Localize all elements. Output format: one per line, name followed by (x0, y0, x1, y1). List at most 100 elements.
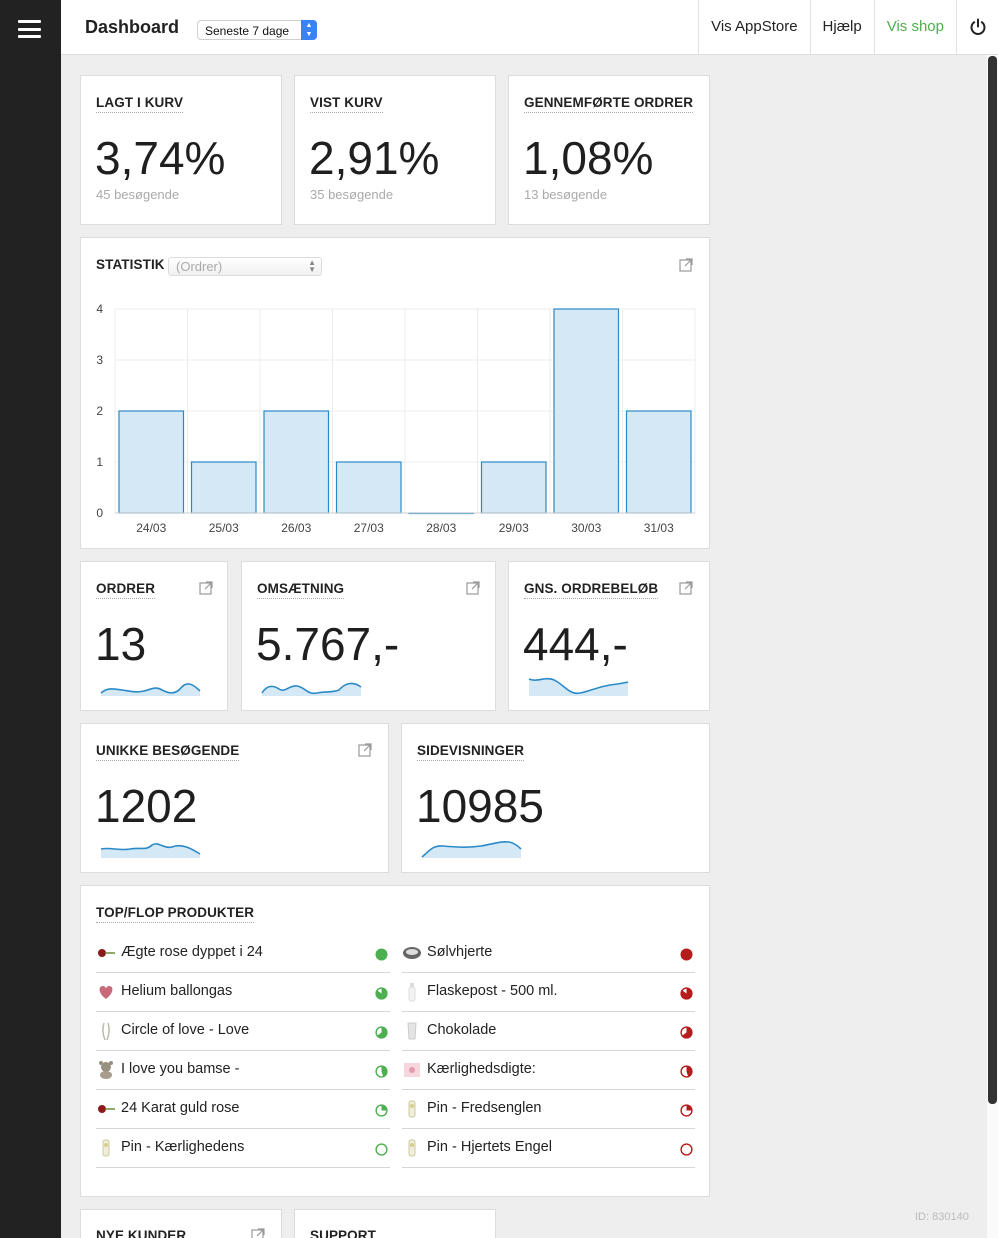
flop-product-row[interactable]: Chokolade (402, 1012, 695, 1051)
kpi-value: 2,91% (309, 132, 440, 184)
x-tick-label: 24/03 (136, 521, 166, 535)
statistics-select[interactable]: (Ordrer) ▲ ▼ (168, 257, 322, 276)
share-pie-icon (680, 1026, 693, 1039)
y-tick-label: 0 (96, 506, 103, 520)
avg-order-sparkline (528, 677, 629, 696)
visitors-sparkline (100, 843, 201, 858)
metric-title: ORDRER (96, 581, 156, 599)
metric-value: 1202 (95, 780, 198, 832)
flop-products-list: Sølvhjerte Flaskepost - 500 ml. Chokolade K… (402, 934, 695, 1168)
y-tick-label: 4 (96, 302, 103, 316)
statistics-title: STATISTIK (96, 257, 165, 272)
select-arrows-icon: ▲ ▼ (301, 20, 317, 40)
kpi-title: LAGT I KURV (96, 95, 184, 113)
top-product-row[interactable]: I love you bamse - (96, 1051, 390, 1090)
top-products-list: Ægte rose dyppet i 24 Helium ballongas Cir… (96, 934, 390, 1168)
shop-id: ID: 830140 (915, 1211, 969, 1223)
view-shop-link[interactable]: Vis shop (873, 0, 956, 54)
metric-value: 444,- (523, 618, 628, 670)
top-flop-title: TOP/FLOP PRODUKTER (96, 905, 255, 923)
product-name: Ægte rose dyppet i 24 (121, 944, 263, 960)
product-name: Pin - Fredsenglen (427, 1100, 542, 1116)
external-link-icon[interactable] (358, 743, 372, 757)
orders-sparkline (100, 683, 201, 696)
top-product-row[interactable]: Helium ballongas (96, 973, 390, 1012)
external-link-icon[interactable] (679, 258, 693, 272)
top-product-row[interactable]: Circle of love - Love (96, 1012, 390, 1051)
top-product-row[interactable]: 24 Karat guld rose (96, 1090, 390, 1129)
product-name: Circle of love - Love (121, 1022, 250, 1038)
pin-icon (402, 1138, 422, 1158)
statistics-select-value: (Ordrer) (176, 259, 223, 274)
x-tick-label: 26/03 (281, 521, 311, 535)
share-pie-icon (375, 987, 388, 1000)
external-link-icon[interactable] (466, 581, 480, 595)
product-name: Kærlighedsdigte: (427, 1061, 536, 1077)
metric-value: 10985 (416, 780, 544, 832)
y-tick-label: 2 (96, 404, 103, 418)
x-tick-label: 30/03 (571, 521, 601, 535)
date-range-select[interactable]: Seneste 7 dage ▲ ▼ (197, 20, 317, 40)
x-tick-label: 29/03 (499, 521, 529, 535)
share-pie-icon (375, 1104, 388, 1117)
y-tick-label: 1 (96, 455, 103, 469)
bar (480, 461, 547, 514)
kpi-sub: 35 besøgende (310, 187, 394, 202)
bar (335, 461, 402, 514)
kpi-sub: 45 besøgende (96, 187, 180, 202)
support-title: SUPPORT (310, 1228, 376, 1238)
help-link[interactable]: Hjælp (809, 0, 874, 54)
product-name: I love you bamse - (121, 1061, 240, 1077)
poem-icon (402, 1060, 422, 1080)
flop-product-row[interactable]: Sølvhjerte (402, 934, 695, 973)
teddy-icon (96, 1060, 116, 1080)
kpi-title: GENNEMFØRTE ORDRER (524, 95, 694, 113)
product-name: Pin - Hjertets Engel (427, 1139, 552, 1155)
appstore-link[interactable]: Vis AppStore (698, 0, 809, 54)
logout-button[interactable] (956, 0, 998, 54)
share-pie-icon (375, 1026, 388, 1039)
product-name: Helium ballongas (121, 983, 233, 999)
rose-icon (96, 1099, 116, 1119)
bar (553, 308, 620, 514)
flop-product-row[interactable]: Flaskepost - 500 ml. (402, 973, 695, 1012)
external-link-icon[interactable] (251, 1228, 265, 1238)
share-pie-icon (680, 1143, 693, 1156)
flop-product-row[interactable]: Pin - Fredsenglen (402, 1090, 695, 1129)
top-bar: Dashboard Seneste 7 dage ▲ ▼ Vis AppStore… (61, 0, 998, 55)
heart-icon (402, 943, 422, 963)
new-customers-card: NYE KUNDER (80, 1209, 282, 1238)
new-customers-title: NYE KUNDER (96, 1228, 186, 1238)
kpi-card-completed-orders: GENNEMFØRTE ORDRER 1,08% 13 besøgende (508, 75, 710, 225)
select-arrows-icon: ▲ ▼ (308, 258, 316, 274)
external-link-icon[interactable] (199, 581, 213, 595)
revenue-sparkline (261, 682, 362, 696)
kpi-card-viewed-cart: VIST KURV 2,91% 35 besøgende (294, 75, 496, 225)
pin-icon (402, 1099, 422, 1119)
support-card: SUPPORT (294, 1209, 496, 1238)
statistics-card: STATISTIK (Ordrer) ▲ ▼ 0 1 2 3 4 24/03 25/03 26/… (80, 237, 710, 549)
y-tick-label: 3 (96, 353, 103, 367)
rose-icon (96, 943, 116, 963)
flop-product-row[interactable]: Pin - Hjertets Engel (402, 1129, 695, 1168)
left-sidebar (0, 0, 61, 1238)
top-product-row[interactable]: Ægte rose dyppet i 24 (96, 934, 390, 973)
metric-card-unique-visitors: UNIKKE BESØGENDE 1202 (80, 723, 389, 873)
product-name: 24 Karat guld rose (121, 1100, 240, 1116)
scrollbar-thumb[interactable] (988, 56, 997, 1104)
bar (190, 461, 257, 514)
product-name: Sølvhjerte (427, 944, 493, 960)
menu-icon[interactable] (18, 20, 41, 38)
orders-bar-chart: 0 1 2 3 4 24/03 25/03 26/03 27/03 28/03 29/03 30/03… (96, 302, 696, 535)
x-tick-label: 25/03 (209, 521, 239, 535)
kpi-title: VIST KURV (310, 95, 383, 113)
kpi-card-added-to-cart: LAGT I KURV 3,74% 45 besøgende (80, 75, 282, 225)
share-pie-icon (680, 1065, 693, 1078)
flop-product-row[interactable]: Kærlighedsdigte: (402, 1051, 695, 1090)
share-pie-icon (680, 1104, 693, 1117)
top-product-row[interactable]: Pin - Kærlighedens (96, 1129, 390, 1168)
share-pie-icon (375, 1143, 388, 1156)
share-pie-icon (680, 987, 693, 1000)
external-link-icon[interactable] (679, 581, 693, 595)
product-name: Chokolade (427, 1022, 497, 1038)
